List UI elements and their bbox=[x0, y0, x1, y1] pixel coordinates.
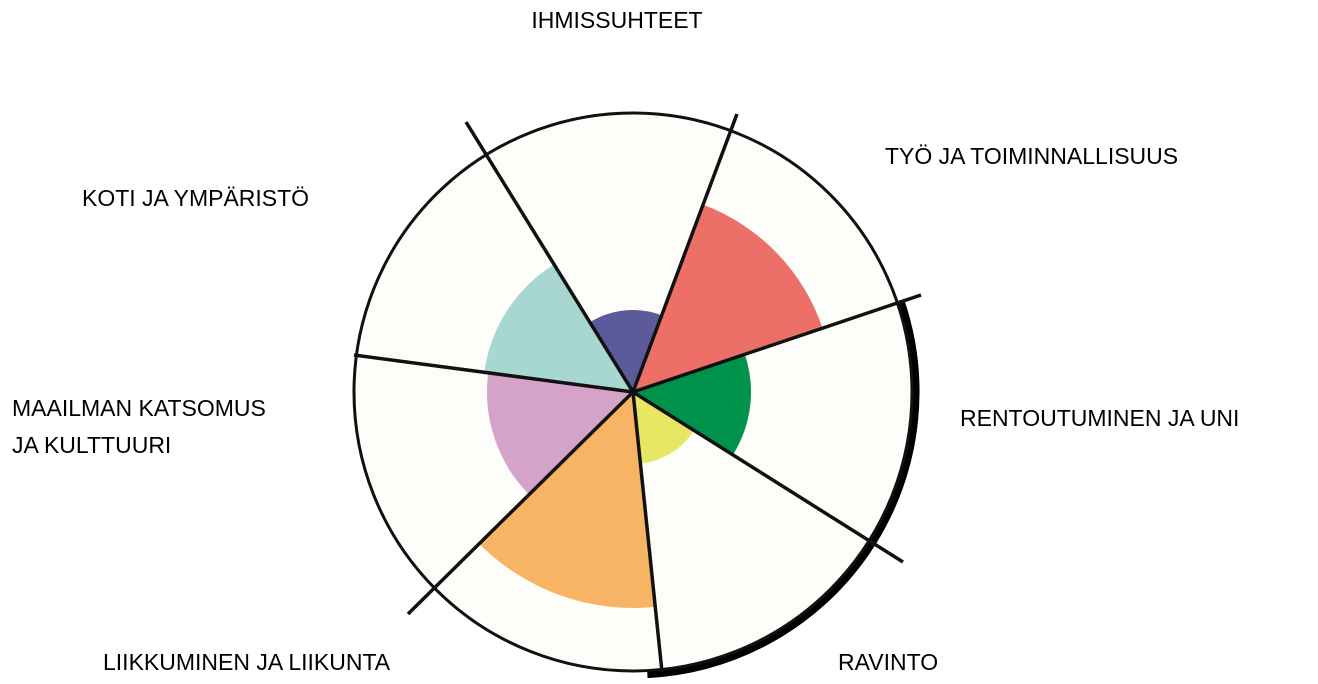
sector-label: KOTI JA YMPÄRISTÖ bbox=[82, 185, 309, 211]
sector-label: JA KULTTUURI bbox=[12, 432, 171, 458]
sector-label: RENTOUTUMINEN JA UNI bbox=[960, 405, 1239, 431]
divider bbox=[632, 390, 904, 564]
sector-fill bbox=[633, 354, 751, 455]
sector-fill bbox=[487, 372, 633, 495]
divider bbox=[353, 353, 634, 394]
sector-fill bbox=[479, 392, 656, 608]
divider bbox=[631, 391, 664, 673]
sector-label: MAAILMAN KATSOMUS bbox=[12, 395, 266, 421]
divider bbox=[632, 293, 922, 394]
sector-fill bbox=[589, 310, 662, 392]
sector-label: RAVINTO bbox=[838, 649, 938, 675]
sector-fill bbox=[633, 392, 694, 464]
sector-fill bbox=[484, 264, 633, 392]
sector-label: IHMISSUHTEET bbox=[531, 7, 702, 33]
divider bbox=[406, 390, 635, 616]
divider bbox=[631, 113, 739, 393]
sector-fill bbox=[633, 204, 823, 392]
divider bbox=[464, 121, 635, 393]
wheel-shapes bbox=[352, 111, 922, 679]
wheel-shadow bbox=[647, 299, 920, 679]
sector-label: LIIKKUMINEN JA LIIKUNTA bbox=[103, 649, 391, 675]
sector-label: TYÖ JA TOIMINNALLISUUS bbox=[885, 143, 1178, 169]
